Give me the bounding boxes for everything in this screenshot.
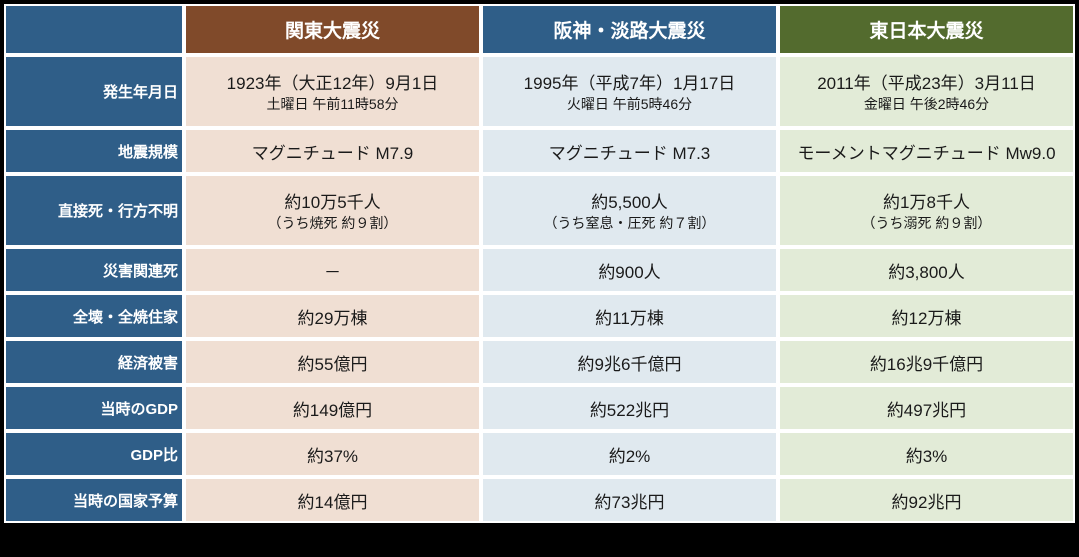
row-header-houses: 全壊・全焼住家: [4, 293, 184, 339]
row-header-budget: 当時の国家予算: [4, 477, 184, 523]
cell-related-1: －: [184, 247, 481, 293]
row-header-date: 発生年月日: [4, 55, 184, 128]
row-deaths: 直接死・行方不明 約10万5千人（うち焼死 約９割） 約5,500人（うち窒息・…: [4, 174, 1075, 247]
cell-date-3: 2011年（平成23年）3月11日金曜日 午後2時46分: [778, 55, 1075, 128]
row-header-econ: 経済被害: [4, 339, 184, 385]
row-header-related: 災害関連死: [4, 247, 184, 293]
cell-gdpratio-2: 約2%: [481, 431, 778, 477]
cell-budget-2: 約73兆円: [481, 477, 778, 523]
corner-cell: [4, 4, 184, 55]
col-header-2: 阪神・淡路大震災: [481, 4, 778, 55]
row-gdp: 当時のGDP 約149億円 約522兆円 約497兆円: [4, 385, 1075, 431]
row-date: 発生年月日 1923年（大正12年）9月1日土曜日 午前11時58分 1995年…: [4, 55, 1075, 128]
cell-date-1: 1923年（大正12年）9月1日土曜日 午前11時58分: [184, 55, 481, 128]
cell-deaths-3: 約1万8千人（うち溺死 約９割）: [778, 174, 1075, 247]
cell-related-2: 約900人: [481, 247, 778, 293]
row-header-scale: 地震規模: [4, 128, 184, 174]
col-header-1: 関東大震災: [184, 4, 481, 55]
cell-related-3: 約3,800人: [778, 247, 1075, 293]
row-budget: 当時の国家予算 約14億円 約73兆円 約92兆円: [4, 477, 1075, 523]
cell-gdp-1: 約149億円: [184, 385, 481, 431]
row-gdpratio: GDP比 約37% 約2% 約3%: [4, 431, 1075, 477]
cell-econ-1: 約55億円: [184, 339, 481, 385]
cell-scale-2: マグニチュード M7.3: [481, 128, 778, 174]
row-econ: 経済被害 約55億円 約9兆6千億円 約16兆9千億円: [4, 339, 1075, 385]
cell-deaths-1: 約10万5千人（うち焼死 約９割）: [184, 174, 481, 247]
row-header-gdpratio: GDP比: [4, 431, 184, 477]
cell-econ-3: 約16兆9千億円: [778, 339, 1075, 385]
cell-budget-3: 約92兆円: [778, 477, 1075, 523]
row-header-deaths: 直接死・行方不明: [4, 174, 184, 247]
cell-date-2: 1995年（平成7年）1月17日火曜日 午前5時46分: [481, 55, 778, 128]
cell-gdpratio-1: 約37%: [184, 431, 481, 477]
comparison-table: 関東大震災 阪神・淡路大震災 東日本大震災 発生年月日 1923年（大正12年）…: [4, 4, 1075, 523]
row-scale: 地震規模 マグニチュード M7.9 マグニチュード M7.3 モーメントマグニチ…: [4, 128, 1075, 174]
cell-houses-3: 約12万棟: [778, 293, 1075, 339]
cell-gdpratio-3: 約3%: [778, 431, 1075, 477]
cell-gdp-3: 約497兆円: [778, 385, 1075, 431]
row-header-gdp: 当時のGDP: [4, 385, 184, 431]
cell-houses-2: 約11万棟: [481, 293, 778, 339]
cell-gdp-2: 約522兆円: [481, 385, 778, 431]
cell-scale-1: マグニチュード M7.9: [184, 128, 481, 174]
header-row: 関東大震災 阪神・淡路大震災 東日本大震災: [4, 4, 1075, 55]
col-header-3: 東日本大震災: [778, 4, 1075, 55]
cell-econ-2: 約9兆6千億円: [481, 339, 778, 385]
row-houses: 全壊・全焼住家 約29万棟 約11万棟 約12万棟: [4, 293, 1075, 339]
cell-houses-1: 約29万棟: [184, 293, 481, 339]
row-related-deaths: 災害関連死 － 約900人 約3,800人: [4, 247, 1075, 293]
cell-scale-3: モーメントマグニチュード Mw9.0: [778, 128, 1075, 174]
cell-budget-1: 約14億円: [184, 477, 481, 523]
cell-deaths-2: 約5,500人（うち窒息・圧死 約７割）: [481, 174, 778, 247]
